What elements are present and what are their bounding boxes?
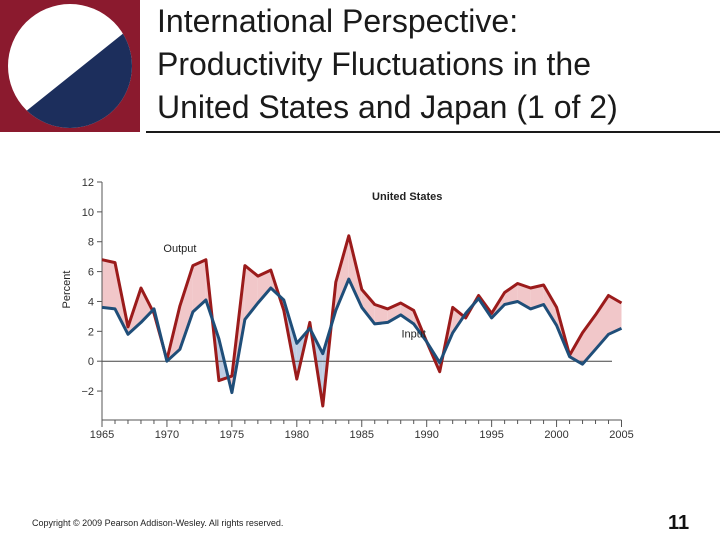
slide-title-line-3: United States and Japan (1 of 2) [157,89,618,125]
x-ticks: 1965 1970 1975 1980 1985 1990 1995 2000 2005 [90,420,634,441]
output-line [101,234,623,408]
slide-title-line-2: Productivity Fluctuations in the [157,46,591,82]
annotation-output: Output [163,243,196,255]
difference-fill-1996 [504,283,518,305]
difference-fill-1985 [361,289,375,324]
difference-fill-2004 [608,295,622,335]
difference-fill-1977 [257,270,271,303]
y-tick-label-12: 12 [82,177,94,189]
y-axis-label: Percent [61,271,73,309]
annotation-input: Input [401,328,425,340]
difference-fill-1983 [335,235,349,311]
slide-title: International Perspective: Productivity … [157,0,717,129]
x-tick-label-1985: 1985 [350,429,374,441]
series-lines [101,234,623,408]
x-tick-label-1965: 1965 [90,429,114,441]
logo [0,0,140,132]
y-tick-label-2: 2 [88,326,94,338]
page-number: 11 [668,512,690,534]
difference-fill-1999 [543,285,557,326]
x-tick-label-1995: 1995 [479,429,503,441]
y-tick-label-6: 6 [88,267,94,279]
x-tick-label-1980: 1980 [285,429,309,441]
difference-fill-1972 [192,259,206,312]
difference-fill-1988 [400,303,414,324]
difference-fills [102,235,622,406]
x-tick-label-1975: 1975 [220,429,244,441]
y-tick-label-8: 8 [88,237,94,249]
y-ticks: −2 0 2 4 6 8 10 12 [81,177,102,398]
y-tick-label-4: 4 [88,296,94,308]
x-tick-label-2005: 2005 [609,429,633,441]
y-tick-label-0: 0 [88,356,94,368]
x-tick-label-2000: 2000 [544,429,568,441]
difference-fill-1971 [179,265,193,350]
y-tick-label-10: 10 [82,207,94,219]
difference-fill-1998 [530,285,544,309]
x-tick-label-1970: 1970 [155,429,179,441]
y-tick-label--2: −2 [81,386,94,398]
chart-title: United States [372,191,442,203]
copyright-notice: Copyright © 2009 Pearson Addison-Wesley.… [32,518,284,528]
title-divider [146,131,720,133]
x-tick-label-1990: 1990 [414,429,438,441]
input-line [101,277,623,395]
slide-title-line-1: International Perspective: [157,3,519,39]
difference-fill-1965 [102,259,115,309]
logo-wedge [8,20,132,128]
productivity-chart: −2 0 2 4 6 8 10 12 1965 1970 1975 1980 1985 1990 1995… [61,177,634,441]
